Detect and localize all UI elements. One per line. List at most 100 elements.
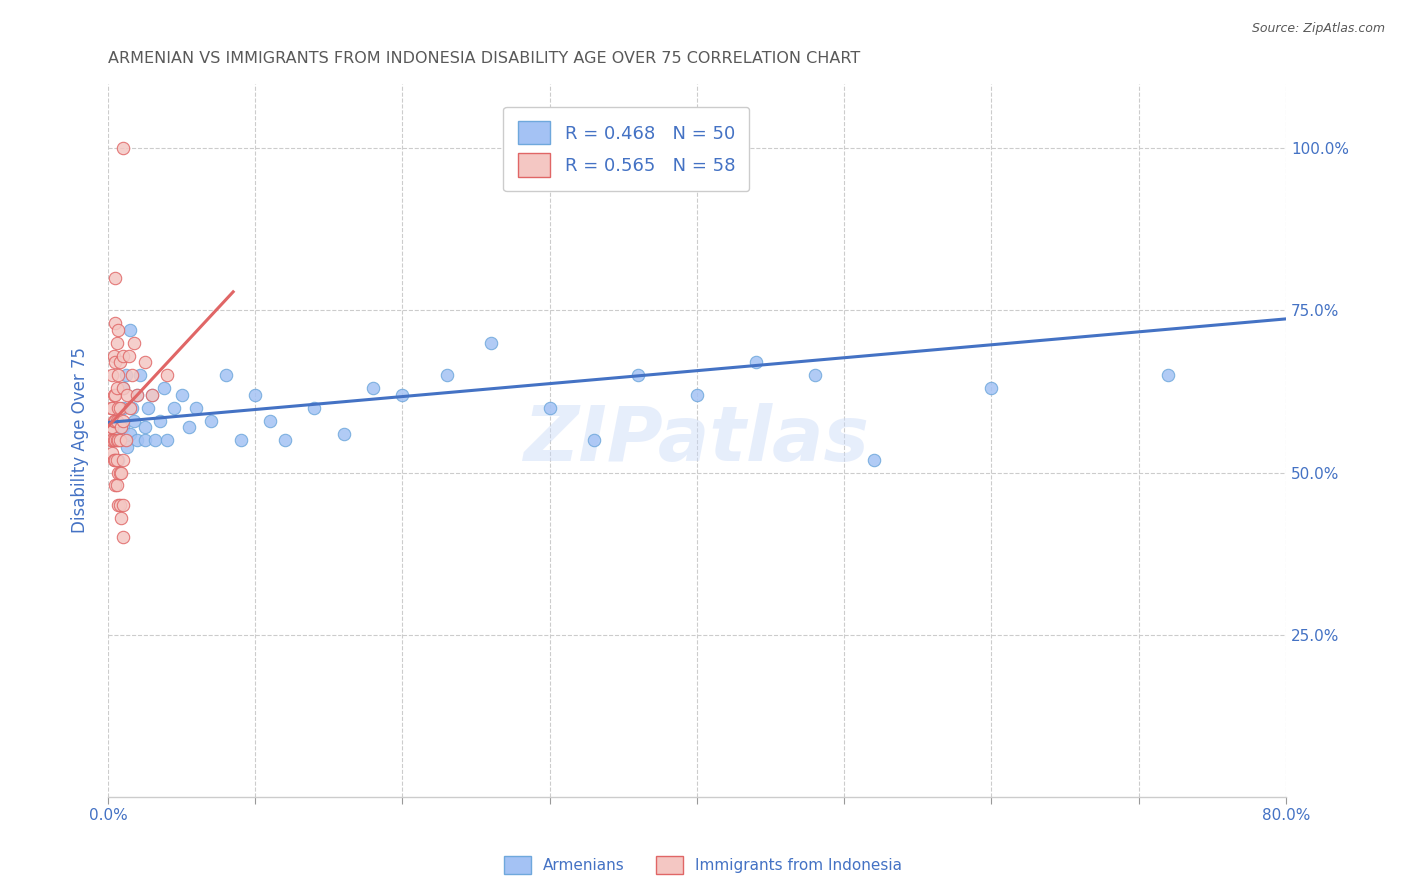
Point (103, 388, 125, 402)
Point (104, 414, 127, 428)
Point (107, 368, 129, 383)
Point (129, 368, 152, 383)
Point (110, 466, 132, 480)
Point (117, 349, 139, 363)
Point (114, 433, 136, 447)
Point (108, 355, 131, 369)
Point (107, 498, 129, 512)
Point (105, 433, 128, 447)
Point (111, 381, 134, 395)
Point (121, 401, 143, 415)
Point (134, 355, 156, 369)
Point (200, 414, 222, 428)
Point (107, 466, 129, 480)
Point (111, 414, 134, 428)
Point (107, 323, 129, 337)
Point (111, 141, 134, 155)
Point (105, 452, 128, 467)
Point (100, 433, 122, 447)
Point (111, 401, 134, 415)
Point (111, 349, 134, 363)
Point (120, 401, 142, 415)
Point (105, 414, 128, 428)
Point (103, 414, 125, 428)
Point (148, 414, 170, 428)
Point (103, 433, 125, 447)
Point (229, 433, 252, 447)
Legend: R = 0.468   N = 50, R = 0.565   N = 58: R = 0.468 N = 50, R = 0.565 N = 58 (503, 107, 749, 191)
Point (134, 433, 156, 447)
Point (104, 478, 127, 492)
Point (134, 420, 156, 434)
Point (101, 420, 124, 434)
Point (361, 381, 384, 395)
Point (127, 388, 149, 402)
Point (108, 466, 131, 480)
Point (104, 433, 127, 447)
Point (104, 317, 127, 331)
Point (104, 452, 127, 467)
Point (101, 433, 124, 447)
Point (121, 368, 143, 383)
Text: ZIPatlas: ZIPatlas (524, 403, 870, 477)
Point (259, 414, 281, 428)
Point (115, 388, 138, 402)
Point (980, 381, 1002, 395)
Point (120, 426, 142, 441)
Point (101, 401, 124, 415)
Point (143, 433, 166, 447)
Point (110, 511, 132, 525)
Point (1157, 368, 1180, 383)
Point (170, 388, 193, 402)
Point (100, 420, 122, 434)
Point (111, 530, 134, 544)
Y-axis label: Disability Age Over 75: Disability Age Over 75 (72, 347, 89, 533)
Point (111, 452, 134, 467)
Point (479, 335, 502, 350)
Point (627, 368, 650, 383)
Point (110, 420, 132, 434)
Point (127, 433, 149, 447)
Point (153, 381, 176, 395)
Point (105, 478, 128, 492)
Point (156, 368, 179, 383)
Point (104, 433, 127, 447)
Point (107, 401, 129, 415)
Point (105, 381, 128, 395)
Point (108, 401, 131, 415)
Point (686, 388, 709, 402)
Point (582, 433, 605, 447)
Point (156, 433, 179, 447)
Point (101, 446, 124, 460)
Point (104, 388, 127, 402)
Point (124, 335, 146, 350)
Text: Source: ZipAtlas.com: Source: ZipAtlas.com (1251, 22, 1385, 36)
Point (104, 271, 127, 285)
Point (105, 335, 128, 350)
Point (436, 368, 458, 383)
Point (124, 414, 146, 428)
Point (136, 401, 159, 415)
Point (186, 401, 208, 415)
Point (141, 388, 163, 402)
Point (104, 355, 127, 369)
Point (273, 433, 295, 447)
Point (111, 420, 134, 434)
Point (104, 414, 127, 428)
Point (245, 388, 267, 402)
Point (111, 381, 134, 395)
Point (108, 420, 131, 434)
Point (141, 388, 163, 402)
Point (100, 401, 122, 415)
Point (332, 426, 354, 441)
Point (862, 452, 884, 467)
Point (745, 355, 768, 369)
Point (107, 452, 129, 467)
Text: ARMENIAN VS IMMIGRANTS FROM INDONESIA DISABILITY AGE OVER 75 CORRELATION CHART: ARMENIAN VS IMMIGRANTS FROM INDONESIA DI… (108, 51, 860, 66)
Point (108, 433, 131, 447)
Point (803, 368, 825, 383)
Point (127, 388, 149, 402)
Legend: Armenians, Immigrants from Indonesia: Armenians, Immigrants from Indonesia (498, 850, 908, 880)
Point (114, 368, 136, 383)
Point (163, 401, 186, 415)
